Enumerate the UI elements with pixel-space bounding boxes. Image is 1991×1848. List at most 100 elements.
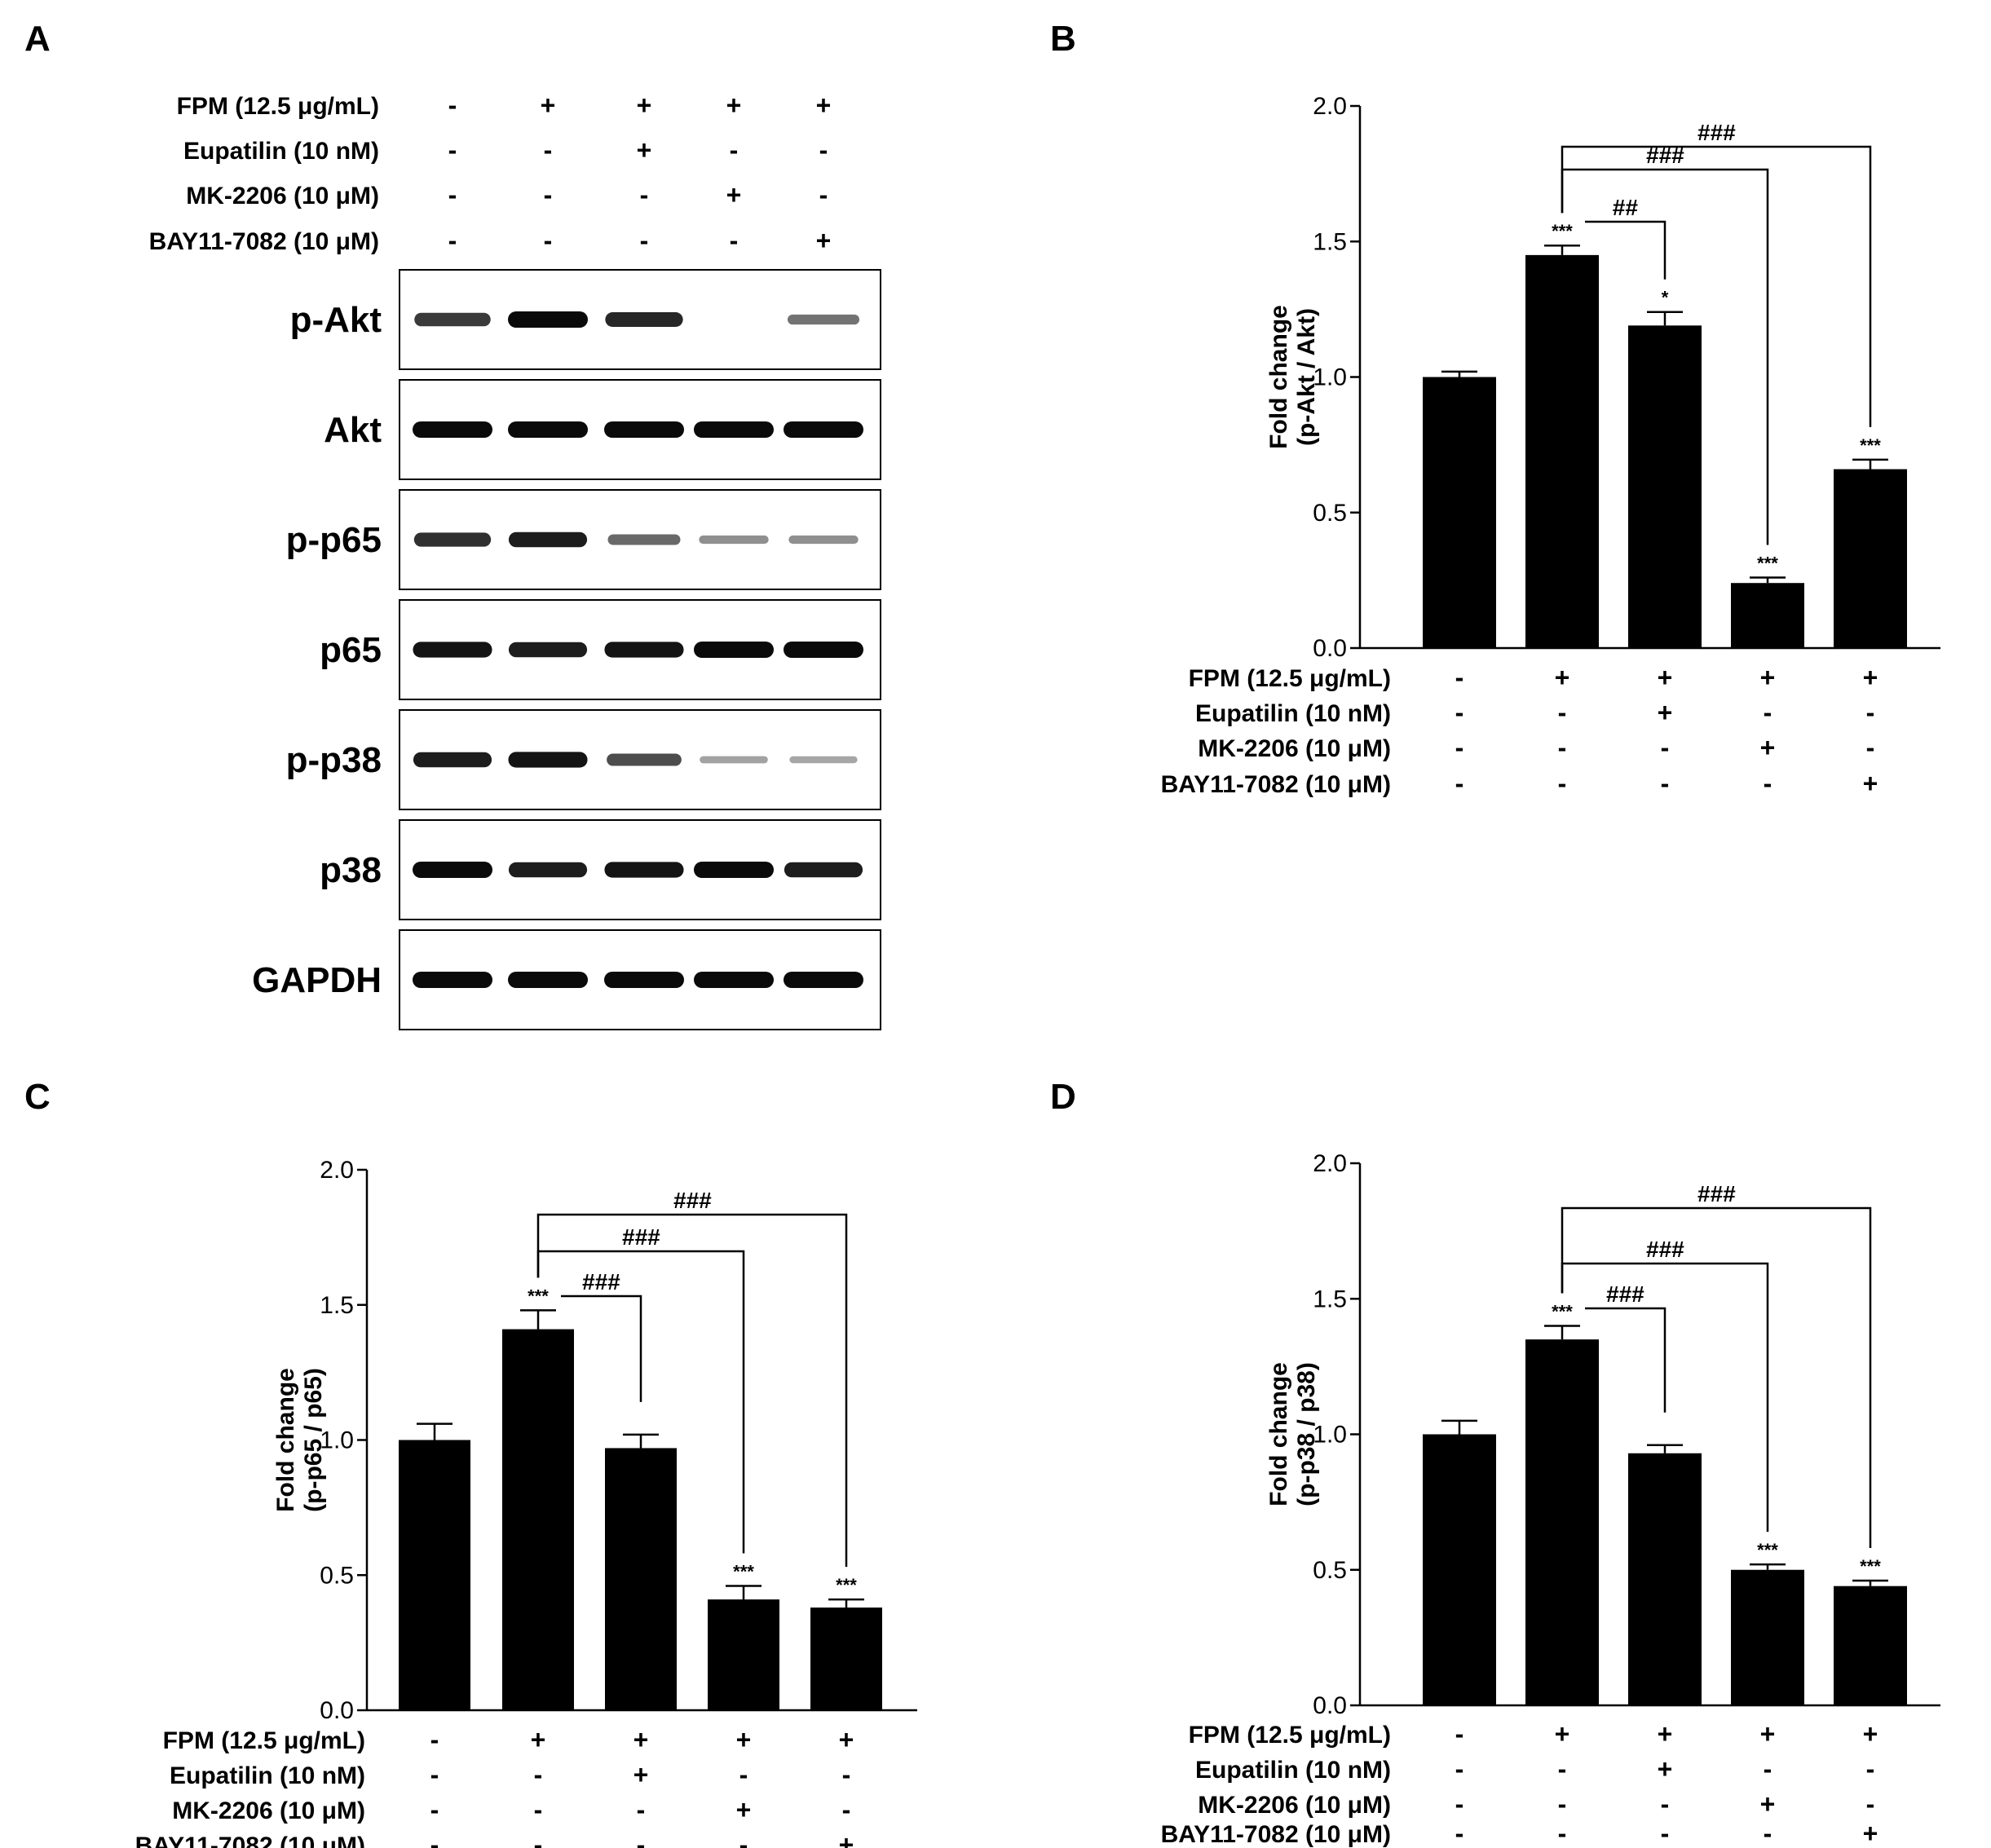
chart-b-y-axis-title-line: Fold change	[1265, 305, 1292, 449]
chart-c-bar	[399, 1440, 470, 1710]
chart-d-bar	[1834, 1586, 1907, 1705]
blot-band	[508, 642, 588, 658]
blot-band	[604, 642, 684, 658]
chart-b-comparison-label: ##	[1612, 195, 1638, 220]
chart-d-treatment-sign: -	[1661, 1789, 1670, 1819]
blot-treatment-label: BAY11-7082 (10 μM)	[149, 228, 379, 255]
chart-c-comparison-bracket	[536, 1213, 848, 1568]
chart-c-bar	[502, 1329, 574, 1710]
chart-c-treatment-sign: -	[430, 1830, 439, 1848]
blot-band	[413, 752, 492, 768]
blot-band	[508, 752, 588, 768]
chart-c-treatment-sign: +	[839, 1725, 854, 1754]
chart-d-comparison-bracket	[1561, 1206, 1872, 1549]
chart-b-treatment-sign: +	[1760, 663, 1776, 692]
blot-row-label: p-p65	[286, 520, 382, 560]
chart-d-treatment-sign: -	[1455, 1719, 1464, 1749]
chart-c-y-tick-label: 1.5	[320, 1292, 354, 1319]
blot-row-label: Akt	[324, 410, 382, 450]
chart-d-treatment-label: MK-2206 (10 μM)	[1198, 1792, 1391, 1819]
chart-c-treatment-sign: +	[634, 1760, 649, 1789]
chart-b-treatment-sign: +	[1658, 698, 1673, 727]
bar-chart-p-p65: 0.0 0.5 1.0 1.5 2.0 Fold change(p-p65 / p65) *…	[135, 1157, 917, 1848]
blot-band	[508, 421, 588, 438]
blot-treatment-sign: -	[544, 135, 553, 165]
chart-c-y-tick-label: 0.5	[320, 1562, 354, 1589]
chart-c-comparison-label: ###	[673, 1188, 712, 1213]
chart-c-significance-label: ***	[836, 1575, 857, 1595]
chart-d-comparison-bracket	[1585, 1307, 1667, 1413]
chart-c-comparison-label: ###	[582, 1269, 620, 1294]
chart-b-treatment-sign: -	[1455, 733, 1464, 762]
chart-c-treatment-sign: -	[430, 1795, 439, 1824]
chart-b-treatment-sign: -	[1455, 698, 1464, 727]
chart-b-bar	[1731, 583, 1804, 648]
blot-band	[604, 862, 684, 878]
chart-d-treatment-sign: -	[1764, 1754, 1772, 1784]
blot-band	[413, 421, 492, 438]
chart-c-treatment-sign: -	[534, 1795, 543, 1824]
chart-c-treatment-sign: -	[739, 1760, 748, 1789]
chart-b-significance-label: *	[1662, 288, 1669, 308]
blot-band	[784, 972, 863, 988]
chart-d-treatment-label: FPM (12.5 μg/mL)	[1189, 1722, 1391, 1749]
chart-d-treatment-sign: +	[1555, 1719, 1570, 1749]
chart-d-y-tick-label: 0.0	[1313, 1692, 1347, 1719]
blot-row-label: p-p38	[286, 740, 382, 780]
chart-c-treatment-label: FPM (12.5 μg/mL)	[163, 1727, 365, 1754]
chart-d-comparison-label: ###	[1697, 1181, 1736, 1206]
chart-c-treatment-sign: +	[531, 1725, 546, 1754]
chart-c-comparison-label: ###	[622, 1224, 660, 1250]
blot-treatment-sign: -	[640, 226, 649, 255]
chart-c-treatment-sign: -	[534, 1760, 543, 1789]
chart-b-y-tick-label: 2.0	[1313, 93, 1347, 120]
chart-c-y-axis-title: Fold change(p-p65 / p65)	[272, 1368, 327, 1512]
blot-band	[604, 972, 684, 988]
chart-b-y-tick-label: 0.5	[1313, 500, 1347, 527]
chart-c-y-axis-title-line: Fold change	[272, 1368, 299, 1512]
chart-d-significance-label: ***	[1552, 1302, 1573, 1322]
chart-c-comparison-bracket	[561, 1294, 642, 1402]
chart-d-treatment-sign: -	[1764, 1819, 1772, 1848]
blot-band	[508, 531, 588, 548]
chart-b-y-axis-title-line: (p-Akt / Akt)	[1293, 308, 1320, 446]
blot-band	[789, 756, 858, 764]
chart-c-treatment-label: BAY11-7082 (10 μM)	[135, 1833, 365, 1848]
chart-d-comparison-label: ###	[1646, 1237, 1684, 1262]
chart-b-bar	[1525, 254, 1599, 648]
chart-b-treatment-label: BAY11-7082 (10 μM)	[1161, 771, 1391, 798]
chart-b-significance-label: ***	[1757, 554, 1778, 574]
blot-band	[508, 972, 588, 988]
chart-b-bar	[1628, 325, 1702, 648]
chart-c-treatment-label: MK-2206 (10 μM)	[172, 1797, 365, 1824]
chart-c-treatment-label: Eupatilin (10 nM)	[170, 1762, 365, 1789]
blot-treatment-sign: -	[544, 226, 553, 255]
chart-b-treatment-sign: -	[1661, 769, 1670, 798]
chart-c-y-tick-label: 2.0	[320, 1157, 354, 1184]
blot-treatment-sign: +	[541, 90, 556, 120]
blot-band	[788, 535, 859, 545]
chart-d-y-axis-title: Fold change(p-p38 / p38)	[1265, 1362, 1320, 1506]
blot-treatment-sign: +	[816, 226, 832, 255]
chart-c-bar	[810, 1608, 882, 1710]
chart-d-treatment-sign: -	[1455, 1754, 1464, 1784]
chart-d-treatment-sign: +	[1658, 1719, 1673, 1749]
chart-d-treatment-sign: +	[1760, 1719, 1776, 1749]
blot-band	[607, 534, 681, 545]
chart-c-bar	[605, 1448, 677, 1710]
chart-c-y-tick-label: 1.0	[320, 1427, 354, 1454]
chart-b-treatment-sign: -	[1764, 769, 1772, 798]
chart-d-bar	[1731, 1569, 1804, 1705]
blot-treatment-sign: +	[816, 90, 832, 120]
chart-c-treatment-sign: -	[842, 1760, 851, 1789]
western-blot-panel: FPM (12.5 μg/mL) - + + + + Eupatilin (10 nM) - -…	[149, 90, 881, 1030]
chart-d-y-tick-label: 2.0	[1313, 1150, 1347, 1177]
chart-d-bar	[1628, 1453, 1702, 1705]
chart-c-treatment-sign: -	[430, 1725, 439, 1754]
blot-treatment-label: Eupatilin (10 nM)	[183, 138, 379, 165]
blot-band	[605, 312, 683, 327]
blot-treatment-label: MK-2206 (10 μM)	[186, 183, 379, 209]
blot-treatment-label: FPM (12.5 μg/mL)	[177, 93, 379, 120]
chart-d-treatment-sign: +	[1863, 1719, 1878, 1749]
chart-c-significance-label: ***	[733, 1562, 754, 1582]
